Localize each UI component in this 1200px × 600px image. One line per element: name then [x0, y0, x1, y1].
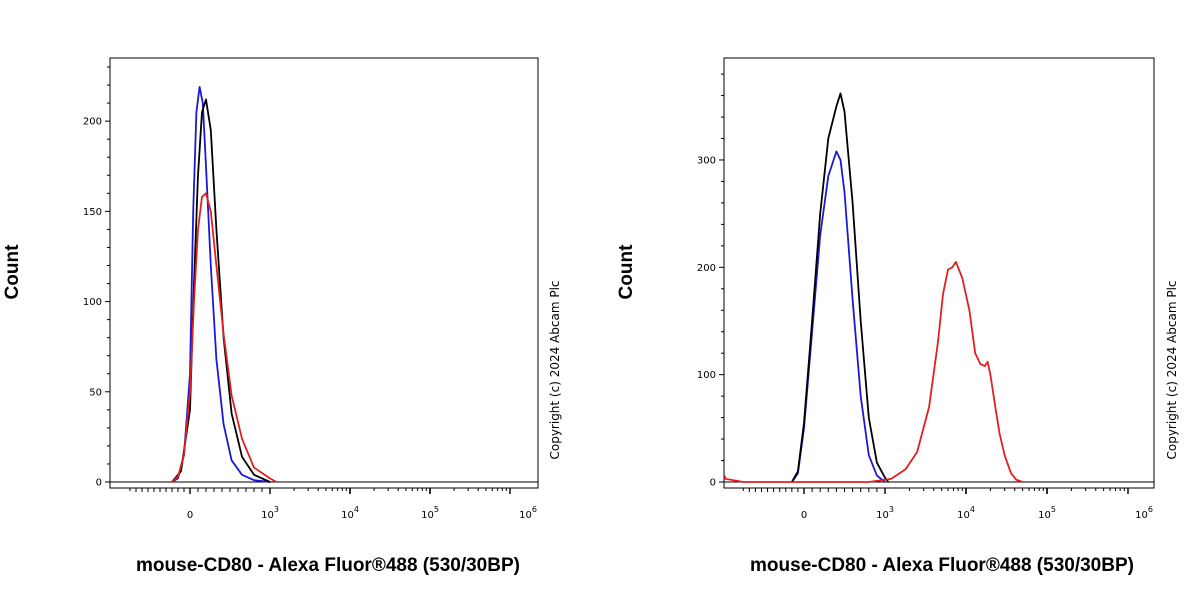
y-tick-label: 200: [83, 117, 102, 128]
right-plot-frame: [723, 57, 1155, 489]
right-histogram-panel: 0 100 200 300 0 103 104 105 106 Count mouse-CD8…: [616, 57, 1179, 576]
x-tick-label: 103: [261, 505, 279, 521]
left-x-axis: 0 103 104 105 106: [129, 488, 537, 521]
y-tick-label: 0: [96, 478, 102, 489]
x-tick-label: 104: [341, 505, 359, 521]
left-histogram-panel: 0 50 100 150 200 0 103 104 105 106 Count mouse-C…: [2, 57, 562, 576]
y-tick-label: 150: [83, 207, 102, 218]
left-series-group: [110, 86, 538, 483]
right-x-axis: 0 103 104 105 106: [742, 488, 1153, 521]
right-series-group: [724, 92, 1154, 483]
x-tick-label: 0: [801, 510, 807, 521]
y-tick-label: 0: [710, 478, 716, 489]
x-tick-label: 106: [1135, 505, 1153, 521]
left-y-axis: 0 50 100 150 200: [83, 66, 110, 489]
y-tick-label: 300: [697, 155, 716, 166]
left-series-line-2: [171, 192, 277, 483]
y-tick-label: 200: [697, 263, 716, 274]
x-tick-label: 105: [421, 505, 439, 521]
x-tick-label: 0: [187, 510, 193, 521]
x-tick-label: 104: [957, 505, 975, 521]
right-copyright-watermark: Copyright (c) 2024 Abcam Plc: [1165, 280, 1179, 459]
left-y-axis-label: Count: [2, 244, 23, 300]
right-x-axis-label: mouse-CD80 - Alexa Fluor®488 (530/30BP): [750, 555, 1134, 576]
y-tick-label: 100: [697, 370, 716, 381]
right-series-line-2: [724, 260, 1023, 483]
x-tick-label: 105: [1038, 505, 1056, 521]
y-tick-label: 50: [89, 387, 102, 398]
left-x-axis-label: mouse-CD80 - Alexa Fluor®488 (530/30BP): [136, 555, 520, 576]
left-plot-frame: [109, 57, 539, 489]
right-series-line-1: [791, 92, 890, 483]
x-tick-label: 103: [876, 505, 894, 521]
right-y-axis: 0 100 200 300: [697, 73, 724, 489]
right-y-axis-label: Count: [616, 244, 637, 300]
left-copyright-watermark: Copyright (c) 2024 Abcam Plc: [548, 280, 562, 459]
x-tick-label: 106: [519, 505, 537, 521]
y-tick-label: 100: [83, 297, 102, 308]
